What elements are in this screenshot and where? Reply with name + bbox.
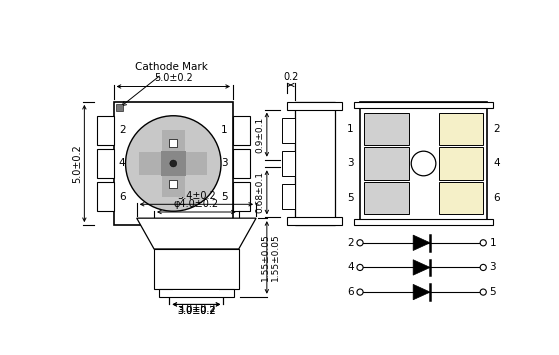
Bar (161, 151, 186, 176)
Text: 6: 6 (493, 193, 500, 203)
Circle shape (411, 151, 436, 176)
Bar (439, 147, 483, 180)
Text: 5.0±0.2: 5.0±0.2 (72, 144, 82, 183)
Text: 3: 3 (489, 262, 496, 272)
Text: 4: 4 (493, 158, 500, 169)
Bar (457, 110, 465, 217)
Text: 1: 1 (221, 125, 228, 135)
Text: 6: 6 (347, 287, 354, 297)
Circle shape (126, 116, 221, 211)
Text: 0.2: 0.2 (283, 72, 299, 82)
Bar (233, 149, 250, 178)
Text: 1.55±0.05: 1.55±0.05 (261, 234, 270, 281)
Polygon shape (413, 235, 430, 251)
Bar (159, 289, 234, 297)
Bar (233, 182, 250, 211)
Text: 1: 1 (489, 238, 496, 248)
Bar (364, 182, 409, 214)
Text: 2: 2 (119, 125, 125, 135)
Bar (354, 102, 493, 108)
Bar (169, 139, 177, 147)
Bar (295, 102, 335, 225)
Text: 1.55±0.05: 1.55±0.05 (271, 234, 280, 281)
Bar (162, 130, 185, 197)
Text: 5.0±0.2: 5.0±0.2 (154, 73, 193, 83)
Text: 5: 5 (489, 287, 496, 297)
Text: 6: 6 (119, 192, 125, 202)
Text: Cathode Mark: Cathode Mark (122, 61, 208, 106)
Text: 0.68±0.1: 0.68±0.1 (255, 171, 264, 213)
Bar (139, 152, 207, 175)
Bar (420, 145, 428, 182)
Bar (282, 118, 295, 143)
Bar (354, 219, 493, 225)
Text: 1: 1 (347, 124, 354, 134)
Text: φ4.0±0.2: φ4.0±0.2 (174, 199, 219, 209)
Bar (173, 290, 220, 296)
Text: 4: 4 (347, 262, 354, 272)
Text: 3: 3 (347, 158, 354, 169)
Text: 3.0±0.2: 3.0±0.2 (177, 306, 216, 316)
Bar (97, 149, 113, 178)
Bar (287, 217, 342, 225)
Circle shape (357, 240, 363, 246)
Bar (282, 184, 295, 209)
Text: 4: 4 (119, 158, 125, 169)
Circle shape (357, 289, 363, 295)
Polygon shape (137, 218, 256, 249)
Circle shape (357, 264, 363, 271)
Bar (233, 116, 250, 145)
Bar (282, 151, 295, 176)
Bar (364, 113, 409, 145)
Circle shape (480, 289, 486, 295)
Circle shape (170, 160, 177, 167)
Text: 5: 5 (221, 192, 228, 202)
Text: 3.0±0.2: 3.0±0.2 (177, 306, 216, 316)
Bar (116, 104, 123, 111)
Bar (360, 102, 487, 225)
Polygon shape (413, 260, 430, 275)
Text: 3: 3 (221, 158, 228, 169)
Circle shape (480, 240, 486, 246)
Bar (97, 116, 113, 145)
Bar (439, 113, 483, 145)
Text: 2: 2 (347, 238, 354, 248)
Bar (154, 249, 239, 289)
Text: 5.4±0.2: 5.4±0.2 (177, 191, 216, 201)
Text: 0.9±0.1: 0.9±0.1 (255, 116, 264, 153)
Text: 5: 5 (347, 193, 354, 203)
Bar (287, 102, 342, 110)
Text: 2: 2 (493, 124, 500, 134)
Text: 3.0±0.2: 3.0±0.2 (177, 304, 216, 313)
Bar (113, 102, 233, 225)
Bar (169, 180, 177, 188)
Bar (364, 147, 409, 180)
Bar (97, 182, 113, 211)
Polygon shape (413, 284, 430, 300)
Circle shape (480, 264, 486, 271)
Bar (439, 182, 483, 214)
